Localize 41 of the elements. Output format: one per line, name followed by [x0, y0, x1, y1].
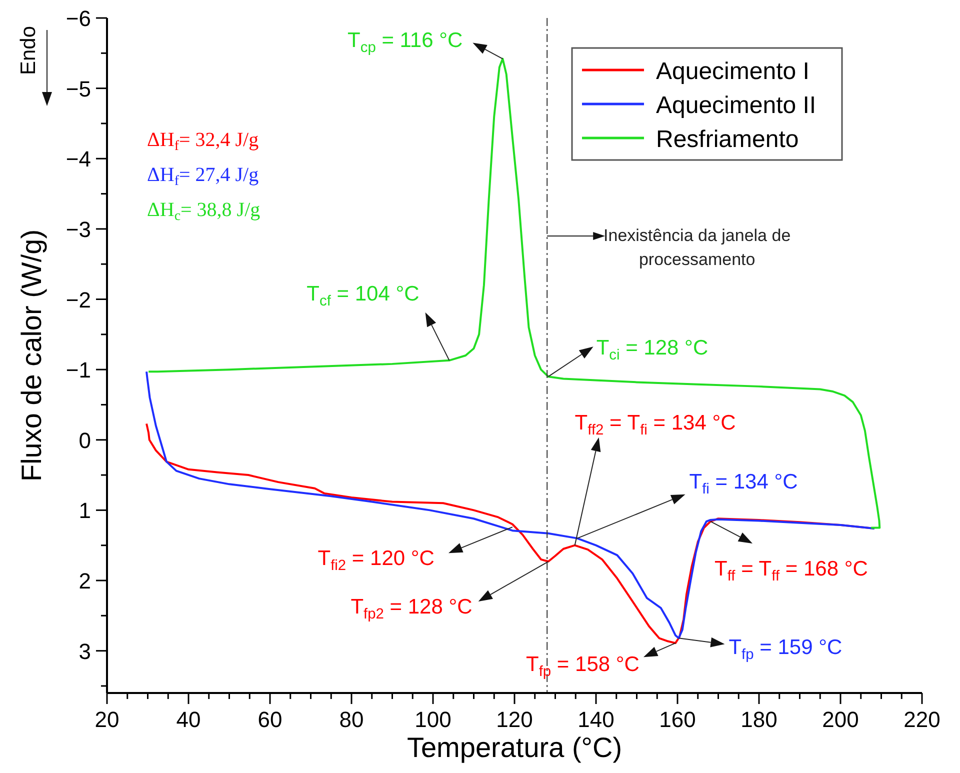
- annotation: T$_{ci}$ = 128 °C: [596, 336, 708, 364]
- annotation: T$_{fp}$ = 159 °C: [728, 636, 842, 663]
- legend-label: Resfriamento: [656, 126, 799, 153]
- annotation: T$_{fp2}$ = 128 °C: [350, 596, 472, 622]
- x-tick-label: 160: [659, 707, 696, 732]
- y-tick-label: 3: [78, 638, 91, 664]
- x-tick-label: 180: [740, 707, 778, 732]
- y-tick-label: −5: [66, 76, 91, 102]
- y-tick-label: −3: [66, 216, 91, 242]
- annotation: T$_{ff}$ = T$_{ff}$ = 168 °C: [714, 557, 868, 584]
- y-tick-label: 1: [78, 498, 91, 524]
- annotation: T$_{fi2}$ = 120 °C: [318, 547, 434, 574]
- y-tick-label: 0: [78, 428, 91, 453]
- annotation: T$_{fp}$ = 158 °C: [526, 653, 640, 680]
- ref-line-label: Inexistência da janela de processamento: [604, 226, 791, 269]
- x-tick-label: 120: [496, 707, 533, 732]
- y-tick-label: −6: [66, 6, 91, 31]
- annotation: T$_{ff2}$ = T$_{fi}$ = 134 °C: [574, 411, 736, 438]
- x-tick-label: 140: [578, 707, 614, 732]
- x-tick-label: 80: [339, 707, 364, 732]
- legend-label: Aquecimento I: [656, 58, 810, 85]
- y-axis-title: Fluxo de calor (W/g): [16, 229, 47, 482]
- annotation: ΔH$_{f}$= 27,4 J/g: [147, 164, 259, 190]
- y-tick-label: −2: [66, 287, 91, 312]
- annotation: T$_{fi}$ = 134 °C: [689, 470, 798, 497]
- annotation: ΔH$_{c}$= 38,8 J/g: [147, 199, 260, 224]
- x-tick-label: 220: [904, 707, 940, 732]
- y-tick-label: −1: [66, 358, 91, 383]
- annotation: ΔH$_{f}$= 32,4 J/g: [147, 129, 259, 154]
- annotation: T$_{cp}$ = 116 °C: [348, 28, 463, 56]
- y-tick-label: 2: [78, 568, 91, 594]
- text: Endo: [17, 26, 40, 76]
- x-tick-label: 20: [94, 707, 120, 732]
- annotation: T$_{cf}$ = 104 °C: [306, 282, 420, 309]
- x-tick-label: 40: [176, 707, 201, 732]
- x-tick-label: 200: [822, 707, 859, 732]
- y-tick-label: −4: [66, 146, 91, 172]
- x-tick-label: 60: [258, 707, 282, 732]
- legend-label: Aquecimento II: [656, 92, 816, 119]
- x-tick-label: 100: [414, 707, 452, 732]
- x-axis-title: Temperatura (°C): [406, 732, 622, 763]
